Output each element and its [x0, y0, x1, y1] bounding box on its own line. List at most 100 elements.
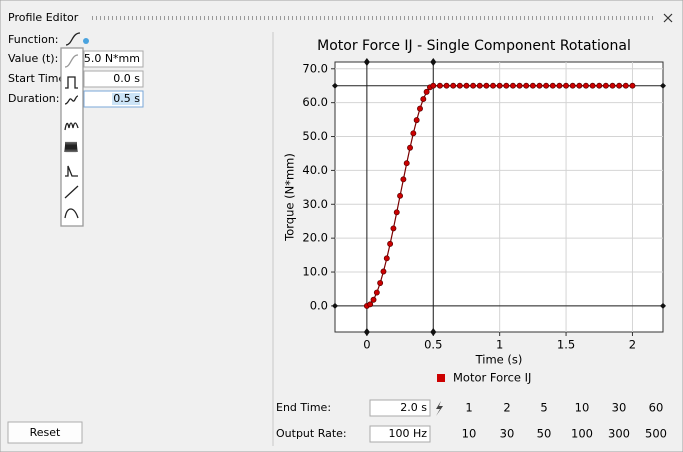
reset-label: Reset [30, 426, 61, 439]
data-point [417, 105, 423, 112]
value-handle[interactable] [332, 302, 338, 309]
x-tick-label: 0 [363, 338, 370, 352]
x-tick-label: 1.5 [557, 338, 575, 352]
data-point [616, 82, 623, 89]
preset-option[interactable]: 100 [571, 427, 593, 441]
y-tick-label: 50.0 [302, 129, 328, 143]
data-point [420, 96, 427, 103]
data-point [370, 296, 377, 303]
data-point [430, 82, 437, 89]
preset-option[interactable]: 30 [500, 427, 515, 441]
data-point [367, 301, 374, 308]
data-point [413, 117, 420, 124]
data-point [556, 82, 563, 89]
data-point [470, 82, 477, 89]
output-rate-label: Output Rate: [276, 427, 347, 440]
start-label: Start Time: [8, 72, 69, 85]
data-point [393, 209, 400, 216]
data-point [383, 255, 390, 262]
data-point [400, 176, 407, 183]
function-icon[interactable] [65, 32, 81, 46]
preset-option[interactable]: 300 [608, 427, 630, 441]
data-point [589, 82, 596, 89]
time-handle[interactable] [363, 328, 370, 336]
output-rate-input[interactable] [369, 425, 431, 443]
data-point [509, 82, 516, 89]
close-button[interactable] [663, 13, 673, 23]
end-time-input[interactable] [369, 399, 431, 417]
data-point [436, 82, 443, 89]
legend-label: Motor Force IJ [453, 371, 531, 385]
data-point [380, 268, 387, 275]
menu-item[interactable] [64, 122, 79, 131]
data-point [629, 82, 636, 89]
preset-option[interactable]: 5 [540, 401, 547, 415]
y-tick-label: 40.0 [302, 163, 328, 177]
y-tick-label: 30.0 [302, 197, 328, 211]
plot-area [334, 61, 664, 333]
end-time-text: 2.0 s [400, 401, 427, 414]
data-point [622, 82, 629, 89]
menu-item[interactable] [64, 141, 78, 153]
preset-option[interactable]: 2 [503, 401, 510, 415]
menu-item[interactable] [64, 54, 79, 68]
data-point [377, 280, 384, 286]
y-tick-label: 70.0 [302, 61, 328, 75]
y-tick-label: 10.0 [302, 265, 328, 279]
end-time-label: End Time: [276, 401, 331, 414]
data-point [373, 289, 380, 296]
duration-text: 0.5 s [113, 92, 140, 105]
time-handle[interactable] [363, 58, 370, 66]
chart-title: Motor Force IJ - Single Component Rotati… [317, 38, 631, 54]
data-point [576, 82, 583, 89]
data-point [390, 225, 397, 232]
data-point [523, 82, 530, 89]
x-tick-label: 1 [496, 338, 503, 352]
menu-item[interactable] [64, 185, 79, 199]
data-point [536, 82, 543, 89]
data-point [549, 82, 556, 89]
time-handle[interactable] [430, 328, 437, 336]
data-point [397, 192, 404, 199]
value-handle[interactable] [660, 82, 666, 89]
menu-item[interactable] [64, 208, 79, 219]
lightning-icon[interactable] [436, 401, 443, 416]
preset-option[interactable]: 60 [649, 401, 664, 415]
x-tick-label: 0.5 [424, 338, 442, 352]
value-handle[interactable] [660, 302, 666, 309]
data-point [483, 82, 490, 89]
value-handle[interactable] [332, 82, 338, 89]
value-label: Value (t): [8, 52, 58, 65]
data-point [609, 82, 616, 89]
preset-option[interactable]: 30 [612, 401, 627, 415]
time-handle[interactable] [430, 58, 437, 66]
data-point [463, 82, 470, 89]
dropdown-arrow[interactable] [83, 38, 89, 44]
reset-button[interactable] [7, 421, 83, 444]
preset-option[interactable]: 10 [462, 427, 477, 441]
menu-item[interactable] [65, 76, 78, 89]
data-point [456, 82, 463, 89]
data-point [516, 82, 523, 89]
preset-option[interactable]: 500 [645, 427, 667, 441]
data-point [490, 82, 496, 89]
start-input[interactable] [83, 70, 144, 88]
output-rate-text: 100 Hz [388, 427, 427, 440]
data-point [387, 240, 394, 247]
data-point [496, 82, 503, 89]
preset-option[interactable]: 10 [575, 401, 590, 415]
data-point [450, 82, 457, 89]
start-text: 0.0 s [113, 72, 140, 85]
preset-option[interactable]: 50 [537, 427, 552, 441]
x-tick-label: 2 [629, 338, 636, 352]
data-point [602, 82, 609, 89]
menu-item[interactable] [64, 95, 79, 105]
preset-option[interactable]: 1 [465, 401, 472, 415]
value-input[interactable] [83, 50, 144, 68]
y-tick-label: 20.0 [302, 231, 328, 245]
x-axis-label: Time (s) [475, 353, 523, 367]
menu-item[interactable] [65, 165, 78, 177]
menu-panel [60, 47, 84, 227]
data-point [529, 82, 536, 89]
legend-swatch [437, 374, 445, 382]
